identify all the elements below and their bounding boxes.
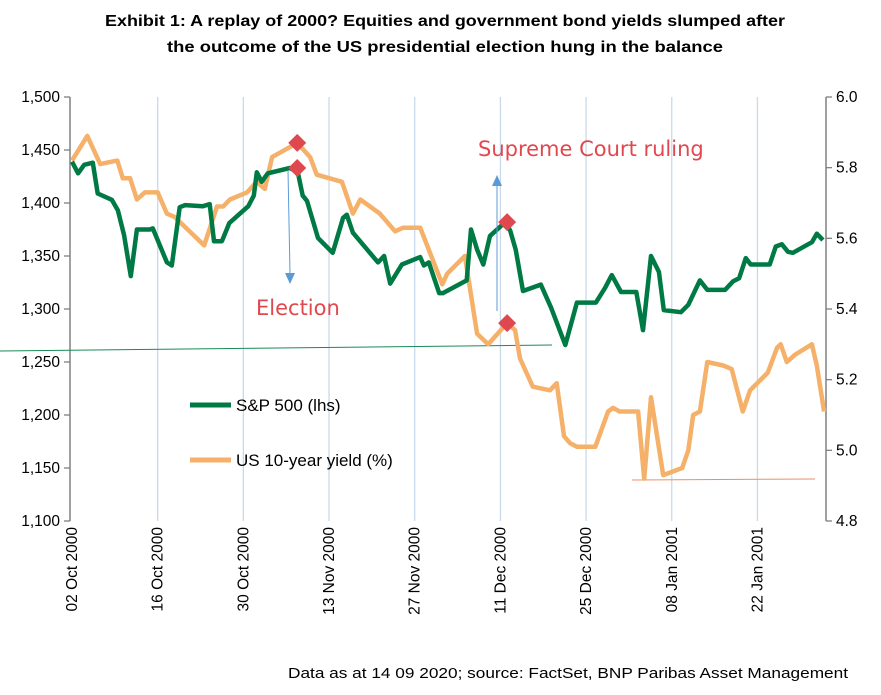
y-left-tick-label: 1,200 <box>21 407 60 424</box>
legend-label-sp500: S&P 500 (lhs) <box>236 396 341 415</box>
x-tick-label: 22 Jan 2001 <box>749 527 766 612</box>
ruling-yield-marker <box>498 314 517 333</box>
y-left-tick-label: 1,500 <box>21 89 60 106</box>
y-left-tick-label: 1,450 <box>21 142 60 159</box>
x-tick-label: 08 Jan 2001 <box>664 527 681 612</box>
source-note: Data as at 14 09 2020; source: FactSet, … <box>288 666 848 682</box>
x-tick-label: 13 Nov 2000 <box>321 527 338 615</box>
y-left-tick-label: 1,150 <box>21 460 60 477</box>
legend-label-yield: US 10-year yield (%) <box>236 451 393 470</box>
y-right-tick-label: 5.6 <box>836 230 858 247</box>
x-tick-label: 27 Nov 2000 <box>407 527 424 615</box>
sp500-reference-line <box>0 344 553 352</box>
election-arrow <box>285 169 295 284</box>
election-label: Election <box>256 296 340 320</box>
election-yield-marker <box>288 133 307 152</box>
y-right-tick-label: 5.4 <box>836 301 858 318</box>
x-tick-label: 30 Oct 2000 <box>235 527 252 612</box>
y-left-tick-label: 1,300 <box>21 301 60 318</box>
yield-reference-line <box>631 478 816 481</box>
legend: S&P 500 (lhs) US 10-year yield (%) <box>190 396 393 470</box>
x-tick-label: 25 Dec 2000 <box>578 527 595 615</box>
y-left-tick-label: 1,100 <box>21 513 60 530</box>
x-tick-label: 16 Oct 2000 <box>150 527 167 612</box>
chart-title-line-1: Exhibit 1: A replay of 2000? Equities an… <box>105 13 785 30</box>
y-left-tick-label: 1,250 <box>21 354 60 371</box>
x-tick-label: 11 Dec 2000 <box>492 527 509 614</box>
y-left-tick-label: 1,400 <box>21 195 60 212</box>
election-sp500-marker <box>288 159 307 178</box>
y-right-tick-label: 5.8 <box>836 160 858 177</box>
y-right-tick-label: 6.0 <box>836 89 858 106</box>
yield-line <box>70 133 827 481</box>
ruling-sp500-marker <box>498 213 517 232</box>
y-right-tick-label: 4.8 <box>836 513 858 530</box>
chart-title-line-2: the outcome of the US presidential elect… <box>167 39 723 56</box>
ruling-arrow <box>492 175 502 311</box>
x-tick-label: 02 Oct 2000 <box>64 527 81 612</box>
sp500-line <box>70 160 825 348</box>
y-right-tick-label: 5.2 <box>836 372 858 389</box>
y-left-tick-label: 1,350 <box>21 248 60 265</box>
supreme-court-label: Supreme Court ruling <box>478 137 704 161</box>
y-right-tick-label: 5.0 <box>836 442 858 459</box>
